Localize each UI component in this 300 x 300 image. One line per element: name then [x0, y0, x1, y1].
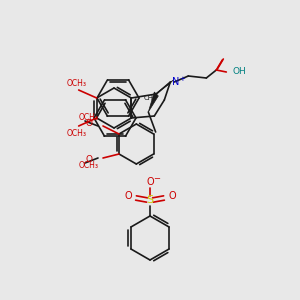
Text: OCH₃: OCH₃ — [79, 161, 99, 170]
Text: OH: OH — [232, 68, 246, 76]
Text: O: O — [85, 155, 92, 164]
Text: OCH₃: OCH₃ — [79, 113, 99, 122]
Text: OCH₃: OCH₃ — [67, 79, 87, 88]
Text: N: N — [172, 77, 180, 87]
Polygon shape — [148, 92, 158, 112]
Polygon shape — [155, 80, 173, 94]
Text: O: O — [168, 191, 176, 201]
Text: S: S — [146, 195, 154, 205]
Text: O: O — [146, 177, 154, 187]
Text: CH₃: CH₃ — [144, 95, 157, 101]
Text: O: O — [85, 119, 92, 128]
Text: OCH₃: OCH₃ — [67, 128, 87, 137]
Text: O: O — [124, 191, 132, 201]
Text: +: + — [179, 76, 185, 82]
Text: −: − — [154, 175, 160, 184]
